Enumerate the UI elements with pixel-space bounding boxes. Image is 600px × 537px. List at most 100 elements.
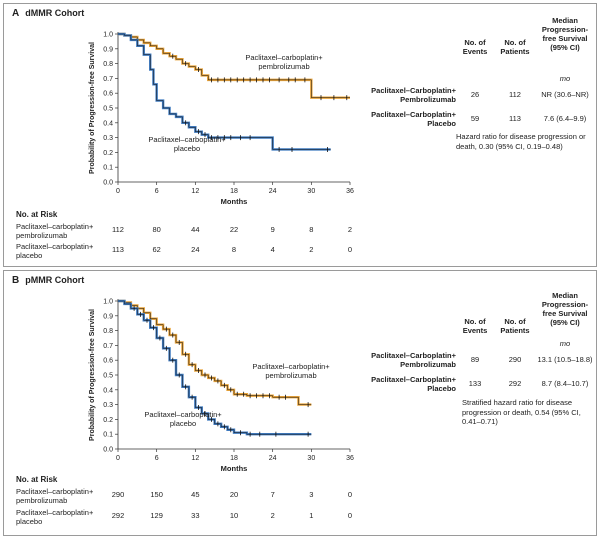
y-tick-label: 0.2 — [103, 417, 113, 424]
cell-median: NR (30.6–NR) — [541, 90, 589, 99]
x-tick-label: 30 — [307, 455, 315, 462]
y-axis-label: Probability of Progression-free Survival — [89, 42, 96, 174]
series-annotation-line: placebo — [170, 419, 196, 428]
y-axis-label: Probability of Progression-free Survival — [89, 309, 96, 441]
at-risk-label-pembro: Paclitaxel–carboplatin+ pembrolizumab — [16, 487, 94, 505]
x-axis-label: Months — [221, 464, 248, 473]
col-header-events: No. of Events — [462, 317, 488, 335]
x-tick-label: 18 — [230, 455, 238, 462]
y-tick-label: 1.0 — [103, 299, 113, 306]
x-tick-label: 30 — [307, 188, 315, 195]
at-risk-table-dmmr: No. at Risk Paclitaxel–carboplatin+ pemb… — [4, 204, 364, 264]
at-risk-count: 8 — [231, 245, 237, 254]
row-label-placebo: Paclitaxel–Carboplatin+ Placebo — [371, 110, 456, 128]
at-risk-count: 1 — [309, 511, 314, 520]
at-risk-count: 0 — [347, 490, 353, 499]
series-annotation: Paclitaxel–carboplatin+ placebo — [148, 135, 226, 153]
cell-patients: 292 — [508, 379, 522, 388]
at-risk-table-pmmr: No. at Risk Paclitaxel–carboplatin+ pemb… — [4, 471, 364, 533]
panel-title-text: pMMR Cohort — [25, 275, 85, 285]
at-risk-count: 129 — [150, 511, 163, 520]
at-risk-count: 9 — [270, 225, 275, 234]
series-outline — [118, 33, 331, 150]
unit-label: mo — [559, 74, 571, 83]
at-risk-count: 33 — [191, 511, 200, 520]
col-header-events: No. of Events — [462, 38, 488, 56]
x-tick-label: 36 — [346, 455, 354, 462]
at-risk-label-placebo: Paclitaxel–carboplatin+ placebo — [16, 508, 94, 526]
col-header-median: Median Progression-free Survival (95% CI… — [541, 16, 589, 52]
row-label-placebo: Paclitaxel–Carboplatin+ Placebo — [371, 375, 456, 393]
col-header-patients: No. of Patients — [500, 317, 530, 335]
panel-letter: B — [12, 275, 20, 286]
y-tick-label: 0.5 — [103, 106, 113, 113]
km-chart-dmmr: 0.0 0.1 0.2 0.3 0.4 0.5 0.6 0.7 0.8 0.9 1.0 0 6 12 18 2… — [89, 32, 354, 207]
cell-events: 59 — [470, 114, 480, 123]
x-tick-label: 6 — [155, 455, 159, 462]
series-annotation: Paclitaxel–carboplatin+ pembrolizumab — [245, 53, 323, 71]
at-risk-title: No. at Risk — [16, 475, 58, 484]
series-annotation-line: Paclitaxel–carboplatin+ — [252, 362, 330, 371]
cell-patients: 290 — [508, 355, 522, 364]
x-tick-label: 24 — [269, 188, 277, 195]
cell-patients: 112 — [509, 90, 521, 99]
at-risk-label-pembro: Paclitaxel–carboplatin+ pembrolizumab — [16, 222, 94, 240]
summary-table-pmmr: No. of Events No. of Patients Median Pro… — [356, 281, 592, 441]
x-tick-label: 12 — [191, 455, 199, 462]
series-outline — [118, 300, 312, 405]
row-label-pembro: Paclitaxel–Carboplatin+ Pembrolizumab — [371, 351, 456, 369]
x-tick-label: 36 — [346, 188, 354, 195]
series-line — [118, 32, 350, 99]
y-tick-label: 0.4 — [103, 387, 113, 394]
at-risk-count: 44 — [191, 225, 200, 234]
at-risk-count: 2 — [309, 245, 314, 254]
y-tick-label: 0.6 — [103, 91, 113, 98]
hazard-ratio-note: Stratified hazard ratio for disease prog… — [462, 398, 581, 426]
y-tick-label: 0.7 — [103, 76, 113, 83]
x-tick-label: 12 — [191, 188, 199, 195]
at-risk-count: 8 — [309, 225, 314, 234]
series-annotation-line: pembrolizumab — [258, 62, 309, 71]
at-risk-count: 113 — [112, 245, 124, 254]
at-risk-count: 22 — [229, 225, 239, 234]
y-tick-label: 0.9 — [103, 46, 113, 53]
x-tick-label: 0 — [116, 188, 120, 195]
y-tick-label: 0.8 — [103, 61, 113, 68]
x-tick-label: 24 — [269, 455, 277, 462]
x-tick-label: 18 — [230, 188, 238, 195]
series-annotation-line: Paclitaxel–carboplatin+ — [245, 53, 323, 62]
y-tick-label: 0.7 — [103, 343, 113, 350]
y-tick-label: 0.3 — [103, 135, 113, 142]
y-tick-label: 0.2 — [103, 150, 113, 157]
cell-median: 13.1 (10.5–18.8) — [537, 355, 593, 364]
series-annotation-line: placebo — [174, 144, 200, 153]
y-tick-label: 0.4 — [103, 120, 113, 127]
series-annotation: Paclitaxel–carboplatin+ pembrolizumab — [252, 362, 330, 380]
series-annotation: Paclitaxel–carboplatin+ placebo — [144, 410, 222, 428]
at-risk-count: 7 — [270, 490, 275, 499]
y-tick-label: 0.9 — [103, 313, 113, 320]
at-risk-count: 3 — [309, 490, 314, 499]
at-risk-count: 292 — [111, 511, 125, 520]
km-chart-pmmr: 0.0 0.1 0.2 0.3 0.4 0.5 0.6 0.7 0.8 0.9 1.0 0 6 12 18 2… — [89, 299, 354, 474]
at-risk-count: 2 — [347, 225, 353, 234]
y-tick-label: 0.5 — [103, 373, 113, 380]
panel-title-text: dMMR Cohort — [25, 8, 85, 18]
cell-median: 8.7 (8.4–10.7) — [541, 379, 589, 388]
y-tick-label: 0.1 — [103, 165, 113, 172]
at-risk-count: 0 — [347, 245, 353, 254]
at-risk-count: 290 — [111, 490, 125, 499]
at-risk-count: 2 — [270, 511, 275, 520]
y-tick-label: 0.3 — [103, 402, 113, 409]
summary-table-dmmr: No. of Events No. of Patients Median Pro… — [356, 14, 592, 174]
x-axis-label: Months — [221, 197, 248, 206]
at-risk-label-placebo: Paclitaxel–carboplatin+ placebo — [16, 242, 94, 260]
x-tick-label: 6 — [155, 188, 159, 195]
cell-patients: 113 — [509, 114, 521, 123]
at-risk-count: 24 — [191, 245, 200, 254]
at-risk-count: 45 — [191, 490, 200, 499]
